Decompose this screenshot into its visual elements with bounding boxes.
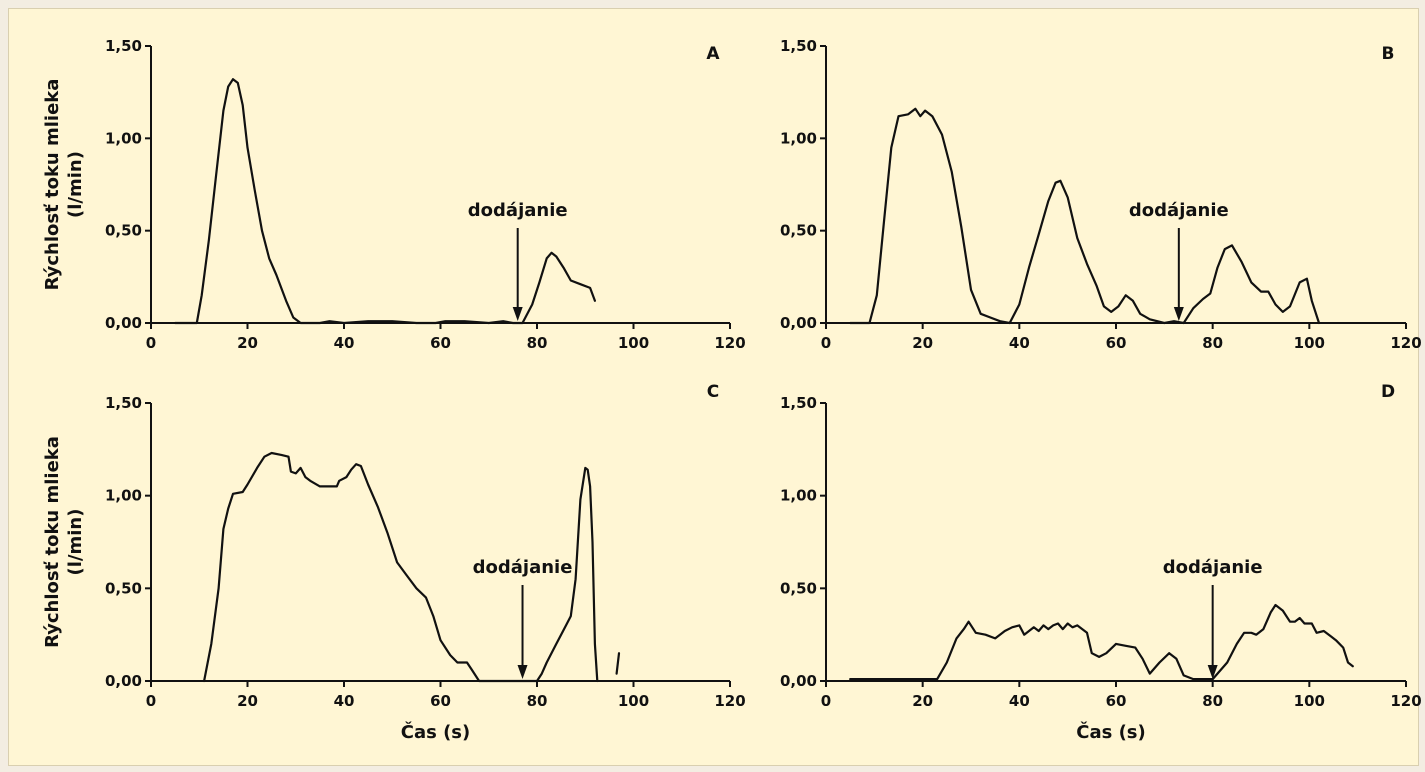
y-axis-title-unit: (l/min) xyxy=(65,151,86,218)
y-tick-label: 0,00 xyxy=(105,314,142,332)
x-tick-label: 60 xyxy=(1106,692,1127,710)
x-tick-label: 120 xyxy=(1390,334,1421,352)
y-tick-label: 1,00 xyxy=(780,129,817,147)
x-axis-title: Čas (s) xyxy=(401,721,471,743)
x-tick-label: 20 xyxy=(912,692,933,710)
figure-background xyxy=(8,8,1419,766)
x-tick-label: 120 xyxy=(714,692,745,710)
panel-letter: B xyxy=(1382,44,1395,64)
chart-panel-d: 0,00 0,50 1,00 1,50 0 20 40 60 80 100 120 D Čas (s) d… xyxy=(780,382,1422,743)
panel-letter: C xyxy=(707,382,719,402)
x-tick-label: 80 xyxy=(527,692,548,710)
x-tick-label: 40 xyxy=(334,692,355,710)
annotation-label: dodájanie xyxy=(468,200,568,221)
annotation-arrow-head xyxy=(1207,665,1218,679)
x-tick-label: 60 xyxy=(430,334,451,352)
y-tick-label: 0,50 xyxy=(780,222,817,240)
series-line-segment xyxy=(203,451,599,683)
y-tick-label: 0,00 xyxy=(780,314,817,332)
y-tick-label: 1,50 xyxy=(105,394,142,412)
annotation-arrow-head xyxy=(512,307,523,321)
x-tick-label: 100 xyxy=(618,692,649,710)
y-tick-label: 0,00 xyxy=(780,672,817,690)
chart-panel-b: 0,00 0,50 1,00 1,50 0 20 40 60 80 100 120 Bdodájani… xyxy=(780,37,1422,352)
x-tick-label: 0 xyxy=(146,334,156,352)
y-tick-label: 0,50 xyxy=(780,579,817,597)
panel-letter: A xyxy=(706,44,720,64)
x-tick-label: 20 xyxy=(237,334,258,352)
x-tick-label: 40 xyxy=(1009,692,1030,710)
y-tick-label: 1,50 xyxy=(780,394,817,412)
x-tick-label: 120 xyxy=(714,334,745,352)
chart-panel-a: 0,00 0,50 1,00 1,50 0 20 40 60 80 100 120 A Rýchlosť… xyxy=(42,37,746,352)
x-tick-label: 20 xyxy=(237,692,258,710)
annotation-label: dodájanie xyxy=(473,557,573,578)
y-tick-label: 0,50 xyxy=(105,222,142,240)
x-tick-label: 0 xyxy=(821,692,831,710)
x-tick-label: 80 xyxy=(1202,692,1223,710)
x-tick-label: 100 xyxy=(1294,334,1325,352)
chart-panel-c: 0,00 0,50 1,00 1,50 0 20 40 60 80 100 120 C Rýchlosť… xyxy=(42,382,746,743)
panel-letter: D xyxy=(1381,382,1395,402)
x-tick-label: 60 xyxy=(430,692,451,710)
y-tick-label: 1,00 xyxy=(105,487,142,505)
x-tick-label: 60 xyxy=(1106,334,1127,352)
y-axis-title-unit: (l/min) xyxy=(65,509,86,576)
annotation-arrow-head xyxy=(1173,307,1184,321)
x-tick-label: 20 xyxy=(912,334,933,352)
y-axis-title: Rýchlosť toku mlieka xyxy=(42,79,63,291)
y-tick-label: 0,00 xyxy=(105,672,142,690)
y-tick-label: 1,00 xyxy=(105,129,142,147)
x-tick-label: 0 xyxy=(146,692,156,710)
y-tick-label: 0,50 xyxy=(105,579,142,597)
series-line-segment xyxy=(849,603,1354,681)
series-line-segment xyxy=(615,652,621,675)
annotation-label: dodájanie xyxy=(1129,200,1229,221)
x-tick-label: 40 xyxy=(334,334,355,352)
x-axis-title: Čas (s) xyxy=(1076,721,1146,743)
x-tick-label: 40 xyxy=(1009,334,1030,352)
x-tick-label: 80 xyxy=(527,334,548,352)
series-line-segment xyxy=(849,107,1321,325)
x-tick-label: 100 xyxy=(618,334,649,352)
x-tick-label: 0 xyxy=(821,334,831,352)
y-axis-title: Rýchlosť toku mlieka xyxy=(42,436,63,648)
y-tick-label: 1,50 xyxy=(105,37,142,55)
x-tick-label: 80 xyxy=(1202,334,1223,352)
x-tick-label: 120 xyxy=(1390,692,1421,710)
x-tick-label: 100 xyxy=(1294,692,1325,710)
y-tick-label: 1,00 xyxy=(780,487,817,505)
series-line-segment xyxy=(174,78,597,325)
y-tick-label: 1,50 xyxy=(780,37,817,55)
annotation-label: dodájanie xyxy=(1163,557,1263,578)
annotation-arrow-head xyxy=(517,665,528,679)
